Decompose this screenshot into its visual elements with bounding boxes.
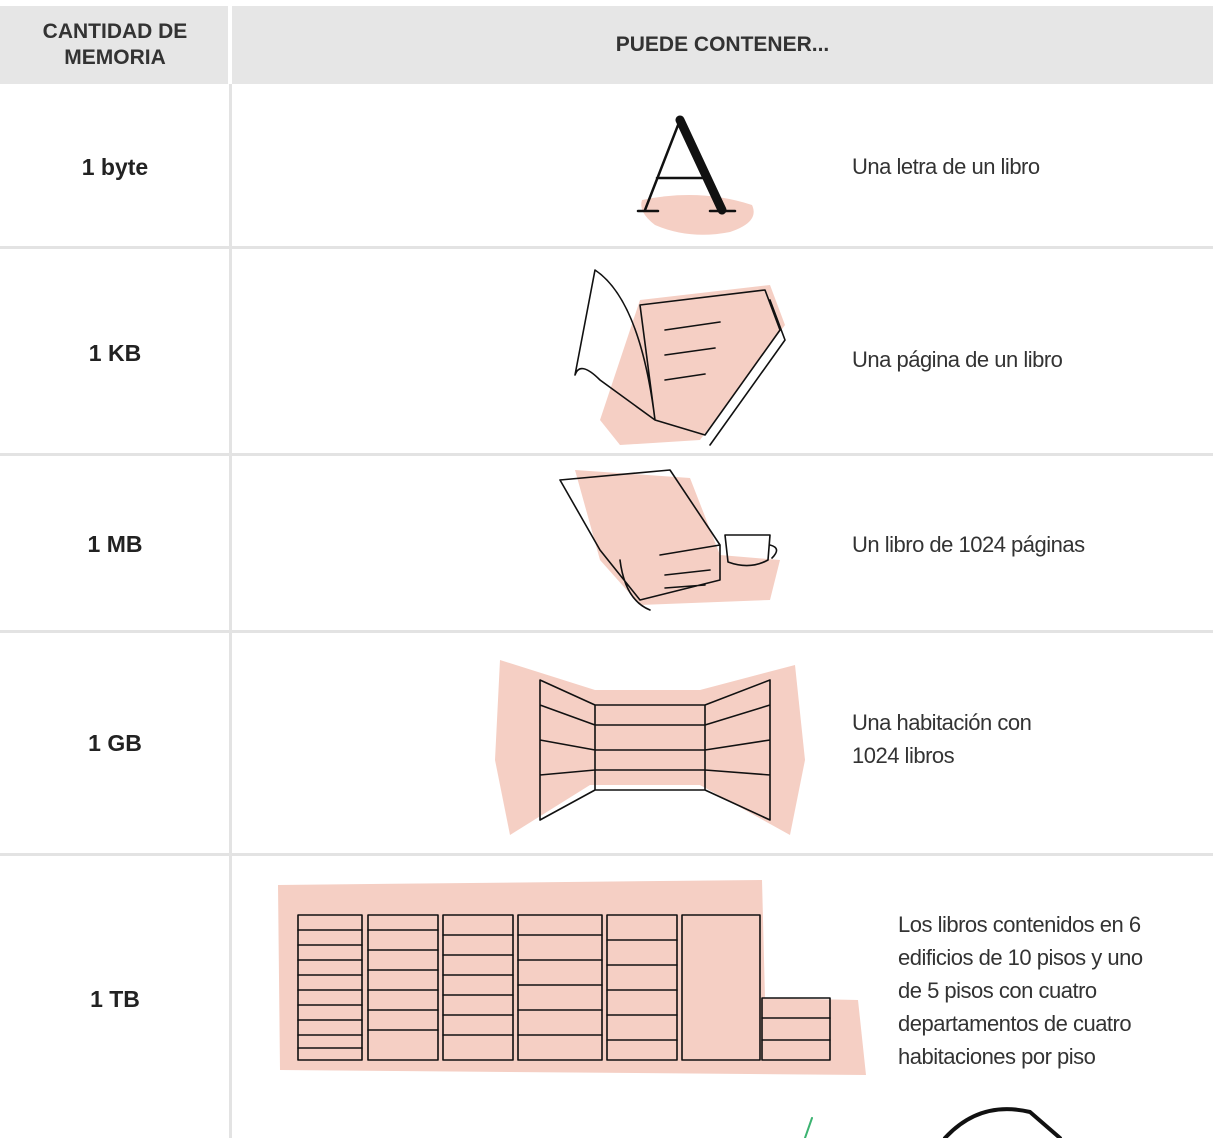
illustration-bg bbox=[278, 880, 866, 1075]
column-divider bbox=[229, 84, 232, 1138]
description: Una habitación con 1024 libros bbox=[852, 710, 1032, 768]
memory-amount: 1 GB bbox=[88, 730, 142, 756]
letter-a-stroke bbox=[675, 115, 727, 215]
buildings bbox=[297, 914, 831, 1061]
memory-amount: 1 byte bbox=[81, 154, 149, 180]
memory-amount: 1 TB bbox=[90, 986, 140, 1012]
illustration-bg bbox=[575, 470, 780, 605]
illustration-bg bbox=[641, 195, 754, 235]
description: Una página de un libro bbox=[852, 347, 1063, 372]
description: Un libro de 1024 páginas bbox=[852, 532, 1085, 557]
green-stroke bbox=[804, 1117, 813, 1138]
description: Los libros contenidos en 6 edificios de … bbox=[898, 912, 1143, 1069]
memory-amount: 1 KB bbox=[88, 340, 142, 366]
big-book bbox=[559, 469, 778, 611]
row-divider bbox=[0, 453, 1213, 456]
header-label: PUEDE CONTENER... bbox=[615, 33, 830, 56]
header-cell bbox=[232, 6, 1213, 84]
illustration-bg bbox=[495, 660, 805, 835]
room bbox=[539, 679, 771, 821]
header-label: CANTIDAD DE MEMORIA bbox=[42, 20, 188, 69]
illustration-bg bbox=[600, 285, 785, 445]
memory-amount: 1 MB bbox=[87, 531, 143, 557]
row-divider bbox=[0, 246, 1213, 249]
usb-cable bbox=[943, 1107, 1062, 1138]
open-book bbox=[574, 269, 786, 446]
row-divider bbox=[0, 853, 1213, 856]
description: Una letra de un libro bbox=[852, 154, 1040, 179]
row-divider bbox=[0, 630, 1213, 633]
header-cell bbox=[0, 6, 228, 84]
